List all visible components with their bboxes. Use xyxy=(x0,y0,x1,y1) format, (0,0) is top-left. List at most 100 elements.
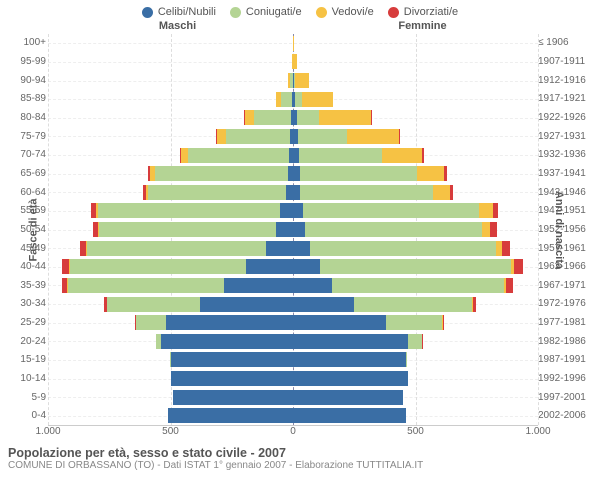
bar-segment xyxy=(245,110,255,125)
bar-segment xyxy=(107,297,200,312)
bar-segment xyxy=(297,110,319,125)
bar-segment xyxy=(293,315,386,330)
bar-segment xyxy=(173,390,293,405)
age-label: 15-19 xyxy=(18,351,46,370)
bar-segment xyxy=(293,166,300,181)
female-bar xyxy=(293,371,538,386)
legend-item: Vedovi/e xyxy=(316,6,374,18)
bar-segment xyxy=(166,315,293,330)
bar-segment xyxy=(473,297,476,312)
legend-label: Coniugati/e xyxy=(246,6,302,18)
bar-segment xyxy=(502,241,510,256)
birth-label: 2002-2006 xyxy=(538,407,588,426)
female-bar xyxy=(293,278,538,293)
birth-label: 1952-1956 xyxy=(538,221,588,240)
bar-segment xyxy=(490,222,497,237)
birth-label: 1907-1911 xyxy=(538,53,588,72)
bar-segment xyxy=(226,129,290,144)
female-bar xyxy=(293,297,538,312)
bar-segment xyxy=(443,315,444,330)
birth-label: 1962-1966 xyxy=(538,258,588,277)
pyramid-row xyxy=(48,351,538,370)
age-label: 25-29 xyxy=(18,314,46,333)
male-bar xyxy=(48,334,293,349)
birth-label: 1947-1951 xyxy=(538,202,588,221)
female-bar xyxy=(293,222,538,237)
age-label: 65-69 xyxy=(18,165,46,184)
bar-segment xyxy=(305,222,481,237)
male-bar xyxy=(48,36,293,51)
bar-segment xyxy=(293,54,297,69)
age-labels: 100+95-9990-9485-8980-8475-7970-7465-696… xyxy=(18,34,46,426)
female-bar xyxy=(293,54,538,69)
legend-item: Coniugati/e xyxy=(230,6,302,18)
x-tick: 0 xyxy=(290,426,296,437)
bar-segment xyxy=(276,222,293,237)
x-tick: 500 xyxy=(162,426,179,437)
bar-segment xyxy=(493,203,498,218)
female-bar xyxy=(293,92,538,107)
pyramid-row xyxy=(48,388,538,407)
bar-segment xyxy=(200,297,293,312)
female-bar xyxy=(293,352,538,367)
age-label: 40-44 xyxy=(18,258,46,277)
age-label: 95-99 xyxy=(18,53,46,72)
male-bar xyxy=(48,297,293,312)
legend: Celibi/NubiliConiugati/eVedovi/eDivorzia… xyxy=(0,0,600,20)
male-bar xyxy=(48,352,293,367)
bar-segment xyxy=(293,371,408,386)
age-label: 10-14 xyxy=(18,370,46,389)
bar-segment xyxy=(224,278,293,293)
pyramid-row xyxy=(48,164,538,183)
female-bar xyxy=(293,241,538,256)
female-header: Femmine xyxy=(300,20,545,32)
bar-segment xyxy=(148,185,285,200)
legend-label: Divorziati/e xyxy=(404,6,458,18)
bar-segment xyxy=(422,148,424,163)
female-bar xyxy=(293,185,538,200)
female-bar xyxy=(293,390,538,405)
male-bar xyxy=(48,185,293,200)
bar-segment xyxy=(482,222,491,237)
pyramid-row xyxy=(48,276,538,295)
birth-label: 1967-1971 xyxy=(538,277,588,296)
bar-segment xyxy=(433,185,450,200)
pyramid-row xyxy=(48,202,538,221)
male-bar xyxy=(48,390,293,405)
age-label: 55-59 xyxy=(18,202,46,221)
male-bar xyxy=(48,73,293,88)
male-header: Maschi xyxy=(55,20,300,32)
bar-segment xyxy=(171,371,294,386)
legend-swatch xyxy=(316,7,327,18)
bar-segment xyxy=(136,315,165,330)
bar-segment xyxy=(417,166,444,181)
male-bar xyxy=(48,241,293,256)
birth-label: 1912-1916 xyxy=(538,71,588,90)
female-bar xyxy=(293,259,538,274)
female-bar xyxy=(293,166,538,181)
legend-label: Vedovi/e xyxy=(332,6,374,18)
pyramid-row xyxy=(48,71,538,90)
bar-segment xyxy=(303,203,479,218)
bar-segment xyxy=(280,203,293,218)
birth-label: 1992-1996 xyxy=(538,370,588,389)
bar-segment xyxy=(246,259,293,274)
age-label: 45-49 xyxy=(18,239,46,258)
bar-segment xyxy=(293,203,303,218)
bar-segment xyxy=(217,129,227,144)
bar-segment xyxy=(161,334,293,349)
male-bar xyxy=(48,259,293,274)
bar-segment xyxy=(168,408,293,423)
pyramid-row xyxy=(48,34,538,53)
female-bar xyxy=(293,148,538,163)
x-axis: 1.00050005001.000 xyxy=(0,426,600,442)
age-label: 90-94 xyxy=(18,71,46,90)
population-pyramid: Fasce di età Anni di nascita 100+95-9990… xyxy=(0,34,600,426)
female-bar xyxy=(293,315,538,330)
gridline-vertical xyxy=(538,34,539,425)
bar-segment xyxy=(62,259,69,274)
pyramid-row xyxy=(48,239,538,258)
birth-label: 1957-1961 xyxy=(538,239,588,258)
pyramid-row xyxy=(48,90,538,109)
birth-label: 1972-1976 xyxy=(538,295,588,314)
